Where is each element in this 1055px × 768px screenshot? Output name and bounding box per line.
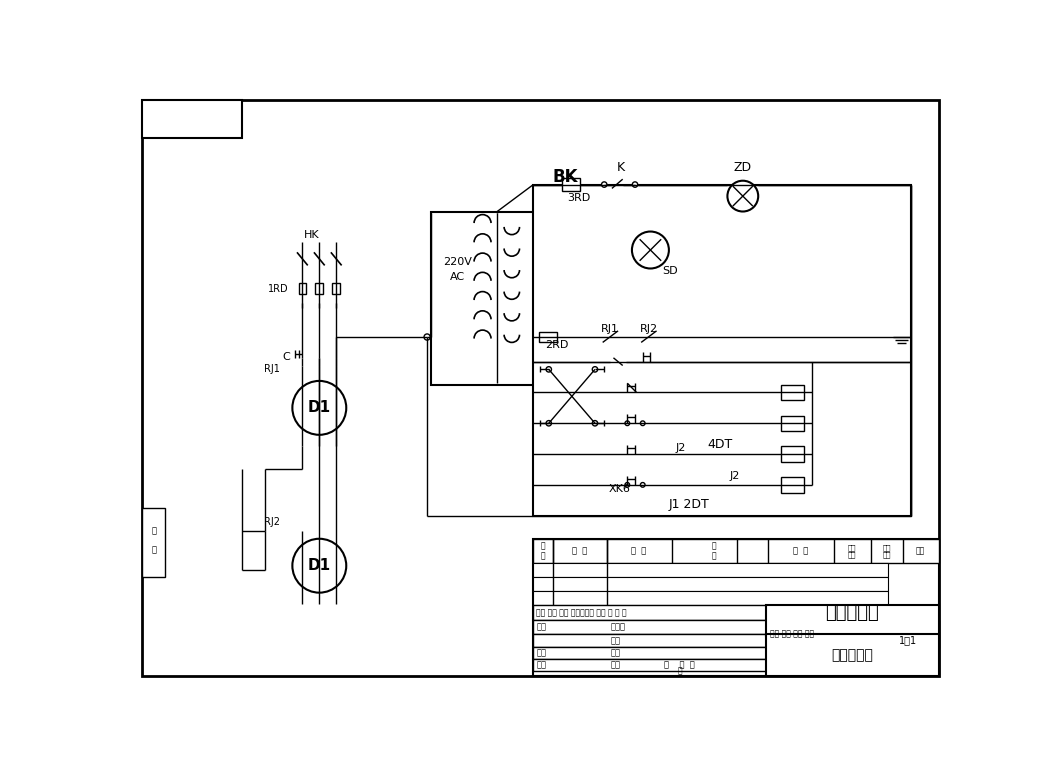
Bar [332, 283, 340, 294]
Text: 电气原理图: 电气原理图 [831, 648, 874, 662]
Text: 电气原理图: 电气原理图 [825, 604, 879, 621]
Bar [299, 283, 306, 294]
Circle shape [625, 482, 630, 487]
Bar [766, 621, 939, 648]
Bar [534, 659, 766, 671]
Text: 材  料: 材 料 [793, 547, 808, 555]
Text: RJ2: RJ2 [264, 517, 280, 527]
Circle shape [592, 366, 598, 372]
Text: 批准: 批准 [611, 660, 620, 670]
Text: 工艺: 工艺 [536, 660, 546, 670]
Bar [534, 564, 887, 578]
Bar [782, 385, 804, 400]
Bar [534, 591, 887, 605]
Circle shape [424, 334, 430, 340]
Text: RJ1: RJ1 [601, 324, 619, 334]
Text: 代  号: 代 号 [572, 547, 588, 555]
Bar [534, 578, 887, 591]
Text: D1: D1 [308, 400, 331, 415]
Circle shape [640, 421, 645, 425]
Text: 名  称: 名 称 [631, 547, 647, 555]
Bar [782, 446, 804, 462]
Circle shape [625, 421, 630, 425]
Text: J2: J2 [676, 443, 687, 453]
Circle shape [292, 539, 346, 593]
Text: ZD: ZD [733, 161, 752, 174]
Text: 学号: 学号 [611, 648, 620, 657]
Bar [430, 211, 535, 385]
Text: 班级: 班级 [611, 636, 620, 645]
Bar [534, 184, 910, 515]
Bar [782, 415, 804, 431]
Bar [534, 539, 939, 676]
Bar [534, 634, 766, 647]
Text: 1：1: 1：1 [899, 635, 918, 645]
Text: XK6: XK6 [609, 484, 631, 494]
Circle shape [601, 182, 607, 187]
Text: 标记 处数 分区 更改文件号 签名 年 月 日: 标记 处数 分区 更改文件号 签名 年 月 日 [536, 608, 627, 617]
Text: 标准化: 标准化 [611, 623, 626, 632]
Bar [142, 100, 243, 138]
Text: 220V: 220V [443, 257, 473, 266]
Text: 张: 张 [677, 666, 682, 675]
Bar [534, 647, 766, 659]
Text: RJ1: RJ1 [264, 364, 280, 374]
Bar [782, 477, 804, 492]
Bar [534, 621, 766, 634]
Text: 备注: 备注 [916, 547, 925, 555]
Text: 2RD: 2RD [544, 339, 569, 349]
Circle shape [632, 231, 669, 269]
Bar [766, 605, 939, 636]
Text: 单件
重量: 单件 重量 [848, 544, 857, 558]
Circle shape [546, 421, 552, 426]
Circle shape [592, 421, 598, 426]
Text: D1: D1 [308, 558, 331, 573]
Text: HK: HK [304, 230, 320, 240]
Text: 阶段 标记 重量 比例: 阶段 标记 重量 比例 [770, 630, 813, 639]
Circle shape [727, 180, 759, 211]
Text: 设计: 设计 [536, 623, 546, 632]
Circle shape [632, 182, 637, 187]
Circle shape [640, 482, 645, 487]
Bar [534, 539, 939, 564]
Circle shape [546, 366, 552, 372]
Text: 1RD: 1RD [268, 284, 288, 294]
Bar [562, 178, 580, 190]
Bar [534, 605, 766, 621]
Text: C: C [283, 352, 290, 362]
Text: 共    张  第: 共 张 第 [665, 660, 695, 670]
Bar [539, 332, 557, 343]
Text: K: K [616, 161, 625, 174]
Text: J2: J2 [730, 471, 741, 481]
Text: 数
量: 数 量 [712, 541, 716, 561]
Text: 序
号: 序 号 [541, 541, 545, 561]
Circle shape [292, 381, 346, 435]
Text: 号: 号 [151, 546, 156, 554]
Text: 总计
重量: 总计 重量 [883, 544, 891, 558]
Text: 审核: 审核 [536, 648, 546, 657]
Bar [142, 508, 166, 578]
Text: 3RD: 3RD [568, 194, 591, 204]
Text: BK: BK [553, 168, 578, 186]
Text: SD: SD [661, 266, 677, 276]
Text: RJ2: RJ2 [639, 324, 658, 334]
Text: 4DT: 4DT [707, 439, 732, 452]
Text: 量: 量 [151, 527, 156, 535]
Bar [766, 634, 939, 676]
Text: J1 2DT: J1 2DT [669, 498, 709, 511]
Bar [315, 283, 323, 294]
Text: AC: AC [450, 272, 465, 282]
